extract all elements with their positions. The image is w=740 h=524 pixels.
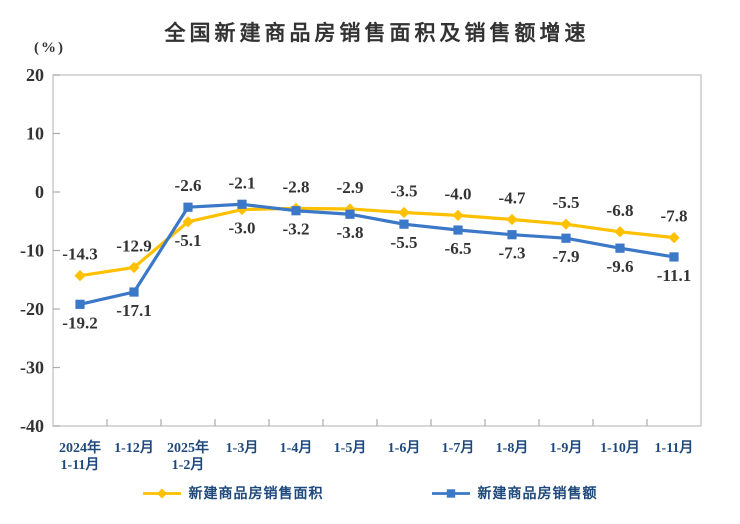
svg-text:-5.5: -5.5 <box>391 233 418 252</box>
svg-text:-4.7: -4.7 <box>499 188 526 207</box>
legend-item-sales-area: 新建商品房销售面积 <box>142 483 324 503</box>
svg-text:0: 0 <box>35 182 44 202</box>
svg-text:1-9月: 1-9月 <box>550 440 583 456</box>
svg-text:-4.0: -4.0 <box>445 184 472 203</box>
chart-title: 全国新建商品房销售面积及销售额增速 <box>164 22 590 45</box>
svg-text:-3.8: -3.8 <box>337 223 364 242</box>
blue-square-line-icon <box>431 488 470 498</box>
svg-text:-3.2: -3.2 <box>283 220 310 239</box>
svg-text:-10: -10 <box>20 241 44 261</box>
svg-text:1-10月: 1-10月 <box>600 440 640 456</box>
svg-text:-7.3: -7.3 <box>499 244 526 263</box>
svg-text:-17.1: -17.1 <box>116 301 151 320</box>
y-axis: 20 10 0 -10 -20 -30 -40 <box>20 65 60 436</box>
svg-text:1-6月: 1-6月 <box>388 440 421 456</box>
legend-item-sales-amount: 新建商品房销售额 <box>431 483 598 503</box>
svg-text:-20: -20 <box>20 299 44 319</box>
svg-text:-30: -30 <box>20 358 44 378</box>
svg-text:-7.8: -7.8 <box>661 207 688 226</box>
legend-label-sales-amount: 新建商品房销售额 <box>477 487 598 502</box>
svg-text:1-7月: 1-7月 <box>442 440 475 456</box>
series-sales-amount <box>75 199 679 309</box>
svg-text:10: 10 <box>26 124 44 144</box>
svg-text:-12.9: -12.9 <box>116 236 151 255</box>
svg-text:-6.8: -6.8 <box>607 201 634 220</box>
svg-text:-5.1: -5.1 <box>175 231 202 250</box>
svg-text:-6.5: -6.5 <box>445 239 472 258</box>
svg-text:20: 20 <box>26 65 44 85</box>
legend-label-sales-area: 新建商品房销售面积 <box>188 487 324 502</box>
svg-text:-7.9: -7.9 <box>553 247 580 266</box>
svg-text:1-4月: 1-4月 <box>280 440 313 456</box>
svg-text:-5.5: -5.5 <box>553 193 580 212</box>
svg-text:-14.3: -14.3 <box>62 245 97 264</box>
x-axis: 2024年 1-11月 1-12月 2025年 1-2月 1-3月 1-4月 1-5月 1-6月… <box>59 419 693 473</box>
svg-text:-2.6: -2.6 <box>175 176 202 195</box>
data-labels: -14.3 -19.2 -12.9 -17.1 -5.1 -2.6 -3.0 -2.1 -2.8… <box>62 173 691 332</box>
svg-text:-2.1: -2.1 <box>229 173 256 192</box>
svg-text:-19.2: -19.2 <box>62 313 97 332</box>
svg-text:1-8月: 1-8月 <box>496 440 529 456</box>
svg-text:-2.8: -2.8 <box>283 177 310 196</box>
svg-text:-3.5: -3.5 <box>391 181 418 200</box>
svg-text:-2.9: -2.9 <box>337 178 364 197</box>
svg-text:1-11月: 1-11月 <box>655 440 694 456</box>
svg-text:-40: -40 <box>20 416 44 436</box>
svg-text:-11.1: -11.1 <box>657 266 691 285</box>
svg-text:-9.6: -9.6 <box>607 257 634 276</box>
svg-text:1-12月: 1-12月 <box>114 440 154 456</box>
y-axis-unit-label: (%) <box>34 40 65 56</box>
svg-text:1-3月: 1-3月 <box>226 440 259 456</box>
svg-text:-3.0: -3.0 <box>229 219 256 238</box>
yellow-diamond-line-icon <box>142 488 181 498</box>
chart-legend: 新建商品房销售面积 新建商品房销售额 <box>0 483 740 503</box>
svg-text:1-5月: 1-5月 <box>334 440 367 456</box>
